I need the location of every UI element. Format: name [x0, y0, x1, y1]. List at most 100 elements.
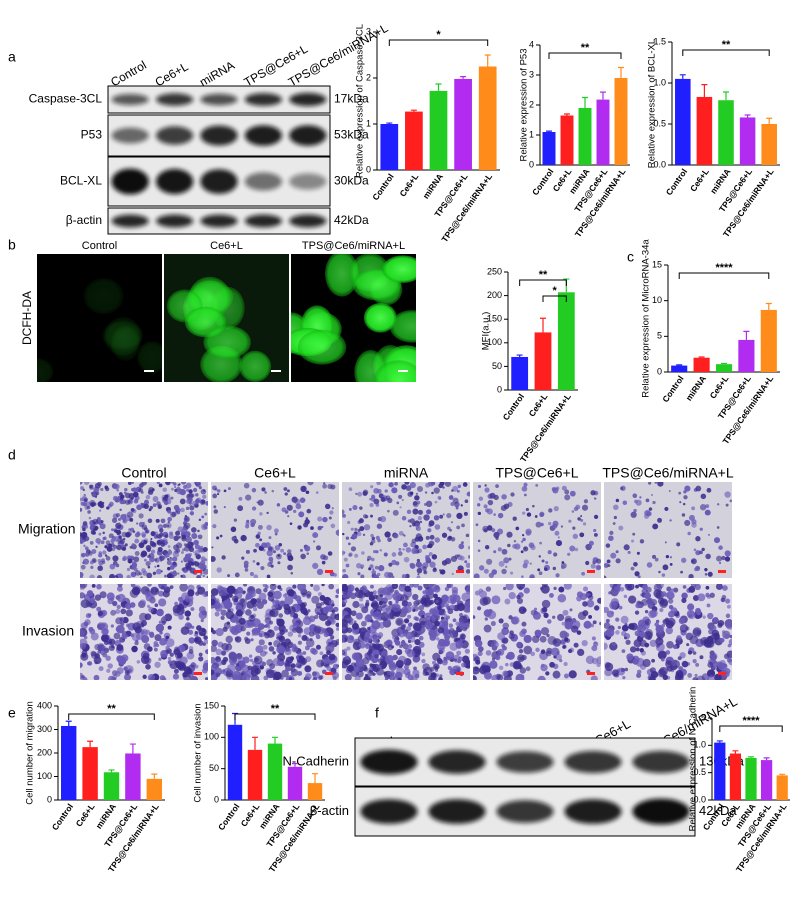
cell — [178, 596, 184, 602]
cell — [407, 491, 413, 497]
cell — [295, 503, 302, 510]
cell — [560, 565, 565, 570]
cell — [485, 508, 490, 513]
cell — [604, 606, 610, 614]
cell — [677, 656, 682, 661]
cell — [507, 543, 511, 548]
cell — [347, 520, 351, 524]
cell — [203, 325, 251, 359]
cell — [512, 660, 522, 670]
cell — [377, 572, 381, 577]
cell — [140, 552, 146, 558]
cell — [232, 674, 241, 680]
cell — [447, 584, 454, 589]
cell — [195, 493, 199, 497]
cell — [116, 585, 123, 592]
cell — [488, 572, 495, 578]
cell — [418, 604, 425, 611]
cell — [312, 532, 319, 539]
cell — [665, 626, 674, 635]
cell — [199, 545, 204, 550]
cell — [325, 254, 359, 297]
significance-bracket — [682, 49, 770, 56]
cell — [255, 588, 262, 595]
cell — [683, 495, 688, 500]
cell — [412, 593, 419, 601]
cell — [535, 483, 539, 487]
cell — [372, 568, 375, 571]
cell — [402, 548, 405, 551]
cell — [615, 498, 620, 503]
cell — [348, 542, 351, 546]
protein-label: β-actin — [66, 213, 102, 227]
cell — [408, 623, 412, 627]
y-tick-label: 150 — [204, 700, 219, 710]
cell — [583, 499, 589, 504]
cell — [322, 606, 330, 614]
cell — [108, 533, 114, 539]
cell — [555, 539, 563, 547]
cell — [550, 647, 560, 657]
cell — [553, 505, 559, 512]
cell — [519, 630, 526, 637]
cell — [624, 667, 629, 672]
cell — [148, 606, 154, 613]
cell — [483, 504, 488, 509]
cell — [362, 587, 369, 593]
cell — [540, 649, 546, 655]
cell — [211, 657, 216, 664]
cell — [371, 536, 375, 540]
cell — [482, 525, 489, 533]
cell — [230, 526, 237, 533]
cell — [111, 645, 115, 649]
cell — [266, 625, 271, 629]
cell — [148, 508, 152, 512]
cell — [388, 660, 392, 665]
y-tick-label: 0.5 — [653, 118, 666, 128]
cell — [347, 584, 355, 592]
cell — [134, 538, 140, 544]
cell — [253, 574, 259, 578]
cell — [491, 595, 501, 605]
blot-band — [632, 750, 690, 774]
cell — [521, 575, 524, 578]
cell — [108, 501, 114, 507]
cell — [258, 623, 265, 630]
cell — [193, 539, 199, 546]
scale-bar — [325, 672, 333, 675]
cell — [605, 543, 611, 548]
scale-bar — [587, 570, 595, 573]
cell — [97, 541, 101, 545]
cell — [486, 558, 493, 565]
scale-bar — [456, 570, 464, 573]
cell — [115, 563, 120, 568]
cell — [289, 522, 293, 525]
cell — [372, 590, 377, 595]
cell — [632, 532, 636, 536]
cell — [259, 538, 263, 542]
group-label: TPS@Ce6+L — [495, 465, 578, 481]
cell — [452, 618, 457, 623]
cell — [680, 626, 686, 631]
cell — [185, 562, 192, 569]
cell — [149, 556, 155, 563]
cell — [345, 563, 350, 568]
cell — [669, 556, 673, 559]
cell — [545, 650, 552, 657]
cell — [388, 562, 393, 567]
cell — [123, 537, 126, 541]
cell — [219, 586, 229, 596]
cell — [268, 546, 273, 552]
cell — [279, 629, 285, 636]
cell — [585, 560, 590, 566]
cell — [153, 647, 158, 652]
cell — [495, 484, 499, 489]
bar — [429, 90, 448, 170]
cell — [98, 666, 104, 672]
cell — [388, 482, 394, 488]
cell — [535, 647, 540, 653]
cell — [718, 545, 723, 550]
cell — [89, 523, 95, 529]
cell — [123, 666, 128, 671]
cell — [467, 601, 470, 605]
